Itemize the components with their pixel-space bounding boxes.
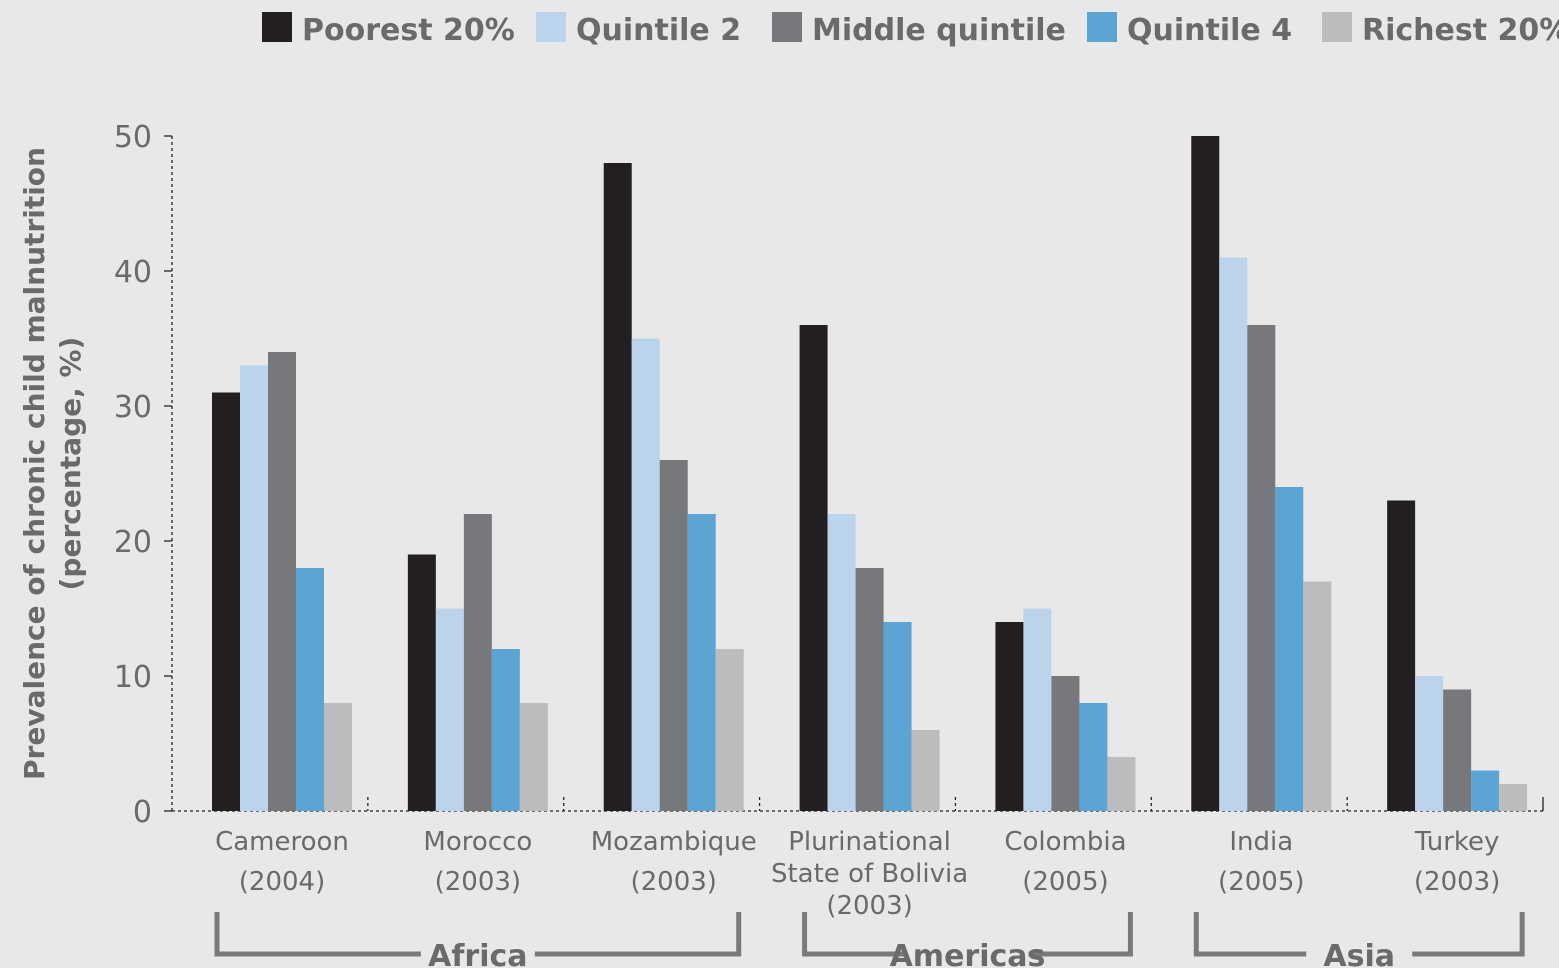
region-brackets: Africa Americas Asia bbox=[214, 912, 1525, 968]
bar bbox=[435, 608, 464, 811]
category-label: Mozambique bbox=[591, 827, 757, 857]
y-tick-label: 20 bbox=[114, 525, 152, 560]
category-label: Cameroon bbox=[215, 827, 349, 857]
bar bbox=[407, 554, 436, 811]
bar bbox=[1303, 581, 1332, 811]
bar bbox=[268, 352, 296, 811]
bar bbox=[1415, 676, 1444, 811]
legend-swatch bbox=[1322, 12, 1352, 42]
bar bbox=[1443, 689, 1472, 811]
bar bbox=[1247, 325, 1276, 811]
region-bracket-right bbox=[534, 912, 742, 957]
bar bbox=[631, 338, 660, 811]
y-axis-title: Prevalence of chronic child malnutrition… bbox=[18, 147, 87, 780]
region-label: Americas bbox=[890, 939, 1046, 968]
category-labels: Cameroon (2004) Morocco (2003) Mozambique (20… bbox=[215, 827, 1500, 921]
bar bbox=[1023, 608, 1052, 811]
legend-swatch bbox=[1087, 12, 1117, 42]
bar bbox=[827, 514, 856, 811]
y-axis-title-line: (percentage, %) bbox=[54, 337, 87, 591]
category-label: India bbox=[1229, 827, 1293, 857]
bar bbox=[1079, 703, 1108, 811]
region-bracket-right bbox=[1412, 912, 1525, 957]
bar bbox=[995, 622, 1024, 811]
legend-label: Quintile 4 bbox=[1127, 13, 1292, 48]
y-axis-title-line: Prevalence of chronic child malnutrition bbox=[18, 147, 51, 780]
region-label: Asia bbox=[1323, 939, 1395, 968]
y-tick-label: 10 bbox=[114, 660, 152, 695]
legend-label: Quintile 2 bbox=[576, 13, 741, 48]
bar bbox=[687, 514, 716, 811]
y-tick-label: 50 bbox=[114, 120, 152, 155]
bar bbox=[911, 730, 940, 811]
bar bbox=[212, 392, 240, 811]
category-label: Turkey bbox=[1414, 827, 1500, 857]
category-label: (2003) bbox=[435, 867, 521, 897]
bar bbox=[1499, 784, 1528, 811]
category-label: (2003) bbox=[1414, 867, 1500, 897]
bar bbox=[1191, 136, 1220, 811]
category-label: (2003) bbox=[826, 891, 912, 921]
category-label: Plurinational bbox=[788, 827, 951, 857]
legend-swatch bbox=[536, 12, 566, 42]
region-bracket-left bbox=[802, 912, 907, 957]
category-label: (2003) bbox=[630, 867, 716, 897]
y-tick-label: 30 bbox=[114, 390, 152, 425]
bar bbox=[799, 325, 828, 811]
category-label: Colombia bbox=[1004, 827, 1126, 857]
bar bbox=[1107, 757, 1136, 811]
bar bbox=[1051, 676, 1080, 811]
category-label: State of Bolivia bbox=[771, 859, 968, 889]
bar bbox=[463, 514, 492, 811]
bar bbox=[1471, 770, 1500, 811]
bar bbox=[1387, 500, 1416, 811]
bar bbox=[491, 649, 520, 811]
y-tick-label: 0 bbox=[133, 795, 152, 830]
bar bbox=[240, 365, 268, 811]
bar bbox=[855, 568, 884, 811]
legend-label: Poorest 20% bbox=[302, 13, 515, 48]
category-label: Morocco bbox=[423, 827, 532, 857]
legend-label: Richest 20% bbox=[1362, 13, 1559, 48]
bars bbox=[212, 136, 1528, 811]
region-bracket-right bbox=[1028, 912, 1133, 957]
region-label: Africa bbox=[428, 939, 527, 968]
bar bbox=[715, 649, 744, 811]
region-bracket-left bbox=[1193, 912, 1307, 957]
legend-swatch bbox=[262, 12, 292, 42]
region-bracket-left bbox=[214, 912, 421, 957]
legend-label: Middle quintile bbox=[812, 13, 1066, 48]
category-label: (2004) bbox=[239, 867, 325, 897]
bar bbox=[603, 163, 632, 811]
y-tick-label: 40 bbox=[114, 255, 152, 290]
bar bbox=[519, 703, 548, 811]
legend: Poorest 20% Quintile 2 Middle quintile Quin… bbox=[262, 12, 1559, 48]
bar bbox=[1275, 487, 1304, 811]
category-label: (2005) bbox=[1218, 867, 1304, 897]
bar bbox=[1219, 257, 1248, 811]
bar bbox=[324, 703, 352, 811]
bar bbox=[296, 568, 324, 811]
bar bbox=[883, 622, 912, 811]
legend-swatch bbox=[772, 12, 802, 42]
category-label: (2005) bbox=[1022, 867, 1108, 897]
bar bbox=[659, 460, 688, 811]
